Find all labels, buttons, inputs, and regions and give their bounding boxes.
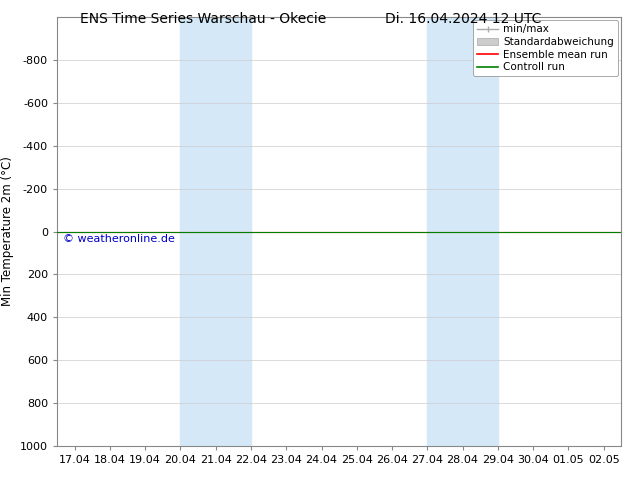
Text: ENS Time Series Warschau - Okecie: ENS Time Series Warschau - Okecie [80, 12, 326, 26]
Text: Di. 16.04.2024 12 UTC: Di. 16.04.2024 12 UTC [385, 12, 541, 26]
Legend: min/max, Standardabweichung, Ensemble mean run, Controll run: min/max, Standardabweichung, Ensemble me… [473, 20, 618, 76]
Bar [427, 17, 498, 446]
Text: © weatheronline.de: © weatheronline.de [63, 234, 174, 244]
Y-axis label: Min Temperature 2m (°C): Min Temperature 2m (°C) [1, 157, 15, 306]
Bar [181, 17, 251, 446]
